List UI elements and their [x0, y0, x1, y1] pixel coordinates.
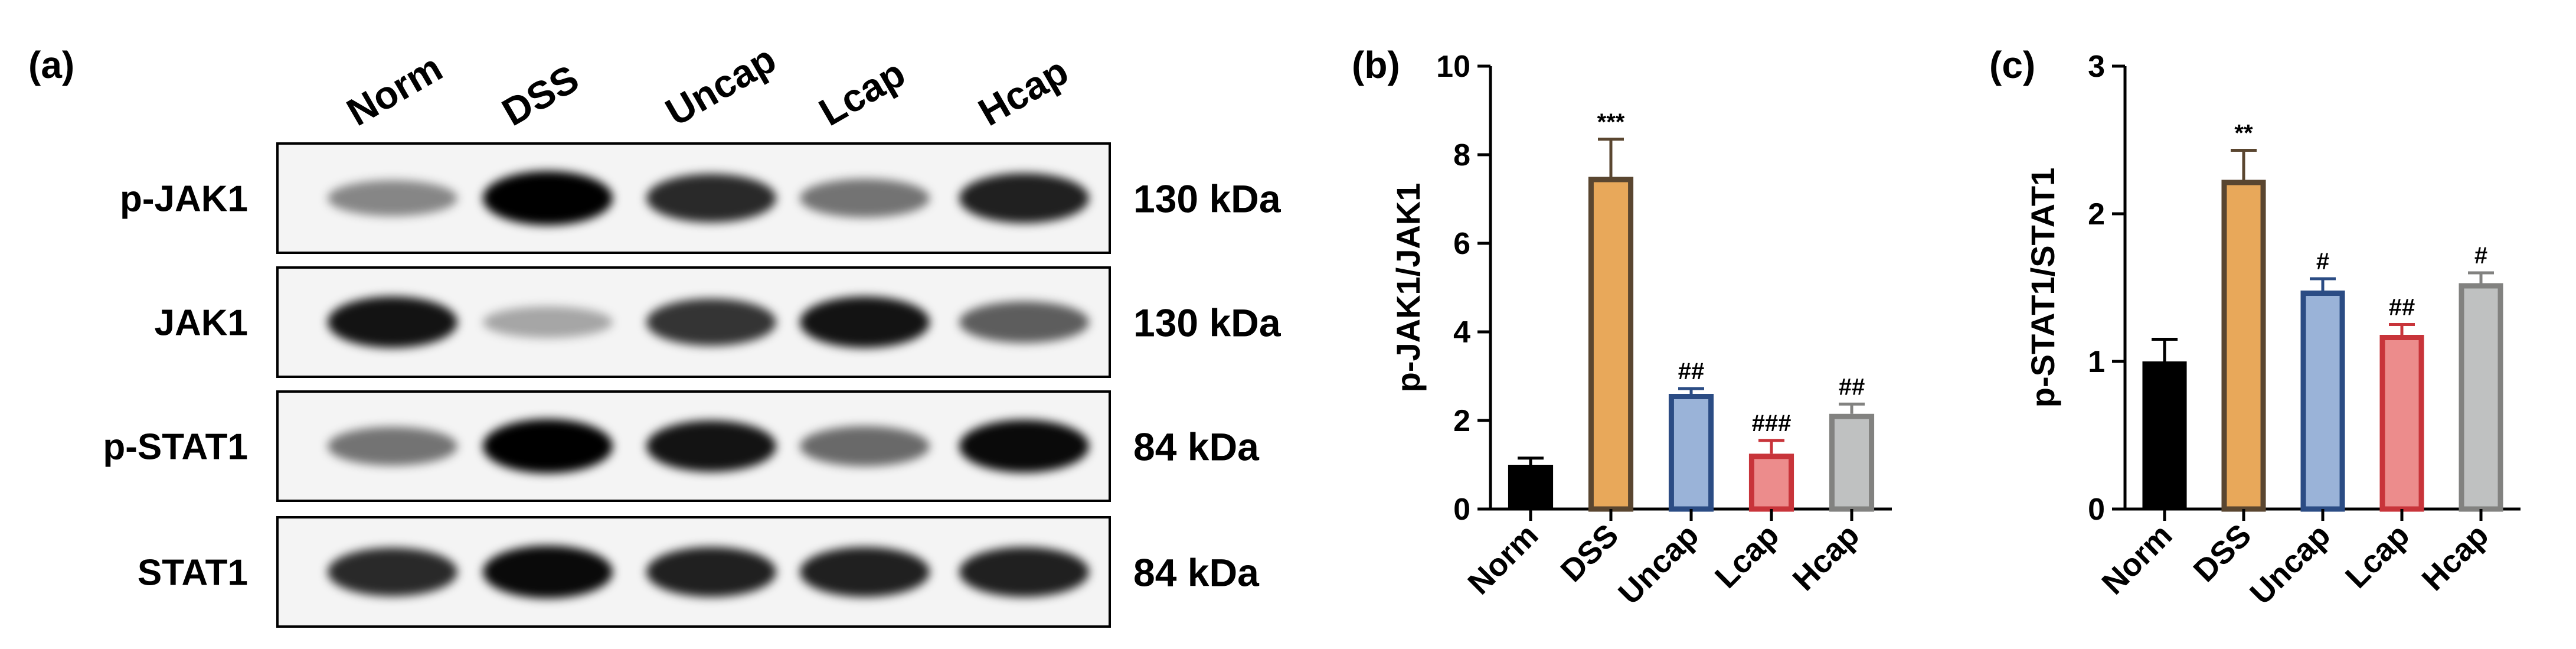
significance-uncap: ## [1678, 358, 1705, 384]
x-tick-label-norm: Norm [1461, 517, 1545, 601]
band-dss [483, 306, 613, 338]
band-lcap [800, 547, 930, 597]
band-uncap [646, 298, 776, 346]
blot-row-p-stat1: p-STAT1 84 kDa [103, 390, 1260, 502]
significance-hcap: ## [1839, 374, 1865, 400]
y-axis-label: p-JAK1/JAK1 [1390, 183, 1427, 393]
band-group [328, 545, 1089, 599]
mw-label-stat1: 84 kDa [1133, 551, 1260, 595]
band-lcap [800, 296, 930, 348]
band-dss [483, 545, 613, 599]
y-tick-label: 0 [2088, 493, 2105, 527]
band-group [328, 419, 1089, 474]
mw-label-p-jak1: 130 kDa [1133, 177, 1282, 221]
bar-lcap [2379, 335, 2424, 512]
x-tick-label-dss: DSS [2187, 517, 2258, 589]
bar-lcap [1748, 454, 1794, 512]
x-tick-label-dss: DSS [1554, 517, 1626, 589]
lane-label-dss: DSS [495, 56, 586, 134]
bar-uncap [2300, 291, 2345, 512]
chart-panel-b: (b) 0 2 4 6 8 10 p-JAK1/JAK1 Norm *** DSS ## Uncap #… [1352, 44, 1892, 611]
x-tick-label-hcap: Hcap [2415, 517, 2496, 598]
band-hcap [959, 419, 1089, 473]
x-tick-label-lcap: Lcap [2339, 517, 2417, 595]
x-tick-label-uncap: Uncap [1611, 517, 1705, 611]
significance-hcap: # [2474, 243, 2487, 269]
significance-uncap: # [2316, 249, 2329, 275]
x-tick-label-lcap: Lcap [1708, 517, 1786, 595]
band-norm [328, 180, 457, 216]
y-tick-label: 2 [1453, 404, 1470, 438]
bar-dss [2221, 180, 2266, 512]
significance-dss: ** [2234, 120, 2253, 146]
y-tick-label: 1 [2088, 345, 2105, 379]
lane-label-lcap: Lcap [812, 51, 912, 134]
bar-chart-p-jak1: 0 2 4 6 8 10 p-JAK1/JAK1 Norm *** DSS ## Uncap ### Lc… [1390, 50, 1892, 611]
y-tick-label: 10 [1436, 50, 1470, 84]
bar-hcap [1829, 413, 1875, 512]
significance-lcap: ## [2389, 295, 2415, 321]
band-hcap [959, 173, 1089, 223]
y-tick-label: 0 [1453, 493, 1470, 527]
y-tick-label: 4 [1453, 315, 1470, 350]
x-tick-label-hcap: Hcap [1786, 517, 1866, 598]
blot-row-stat1: STAT1 84 kDa [138, 516, 1260, 628]
y-tick-label: 6 [1453, 227, 1470, 261]
band-uncap [646, 547, 776, 597]
protein-label-jak1: JAK1 [154, 303, 248, 344]
blot-row-p-jak1: p-JAK1 130 kDa [120, 142, 1282, 254]
band-dss [483, 419, 613, 474]
y-tick-label: 3 [2088, 50, 2105, 84]
band-norm [328, 547, 457, 596]
band-uncap [646, 174, 776, 223]
band-lcap [800, 426, 930, 467]
band-norm [328, 426, 457, 466]
bar-chart-p-stat1: 0 1 2 3 p-STAT1/STAT1 Norm ** DSS # Uncap ## Lcap # H… [2024, 50, 2521, 611]
x-tick-label-norm: Norm [2095, 517, 2179, 601]
protein-label-p-jak1: p-JAK1 [120, 179, 248, 220]
lane-labels: Norm DSS Uncap Lcap Hcap [339, 37, 1075, 134]
protein-label-p-stat1: p-STAT1 [103, 427, 248, 468]
band-hcap [959, 547, 1089, 597]
band-norm [328, 296, 457, 348]
lane-label-uncap: Uncap [658, 37, 783, 134]
band-lcap [800, 178, 930, 218]
mw-label-p-stat1: 84 kDa [1133, 425, 1260, 469]
band-group [328, 171, 1089, 226]
lane-label-hcap: Hcap [971, 48, 1075, 134]
y-tick-label: 2 [2088, 197, 2105, 231]
panel-a-label: (a) [28, 44, 74, 86]
significance-dss: *** [1597, 109, 1625, 135]
band-uncap [646, 420, 776, 472]
bar-norm [1508, 465, 1554, 509]
y-axis-label: p-STAT1/STAT1 [2024, 168, 2061, 408]
blot-row-jak1: JAK1 130 kDa [154, 266, 1282, 378]
panel-b-label: (b) [1352, 44, 1400, 86]
western-blot-panel: (a) Norm DSS Uncap Lcap Hcap p-JAK1 130 kDaJA… [28, 37, 1282, 628]
mw-label-jak1: 130 kDa [1133, 301, 1282, 345]
chart-panel-c: (c) 0 1 2 3 p-STAT1/STAT1 Norm ** DSS # Uncap ## Lc… [1989, 44, 2521, 611]
panel-c-label: (c) [1989, 44, 2035, 86]
band-dss [483, 171, 613, 226]
band-group [328, 296, 1089, 348]
bar-hcap [2459, 283, 2503, 512]
significance-lcap: ### [1752, 410, 1792, 436]
protein-label-stat1: STAT1 [138, 553, 248, 593]
x-tick-label-uncap: Uncap [2243, 517, 2337, 611]
lane-label-norm: Norm [339, 45, 449, 134]
band-hcap [959, 301, 1089, 343]
bar-norm [2142, 361, 2187, 509]
bar-dss [1588, 177, 1634, 512]
bar-uncap [1668, 394, 1714, 512]
y-tick-label: 8 [1453, 138, 1470, 172]
